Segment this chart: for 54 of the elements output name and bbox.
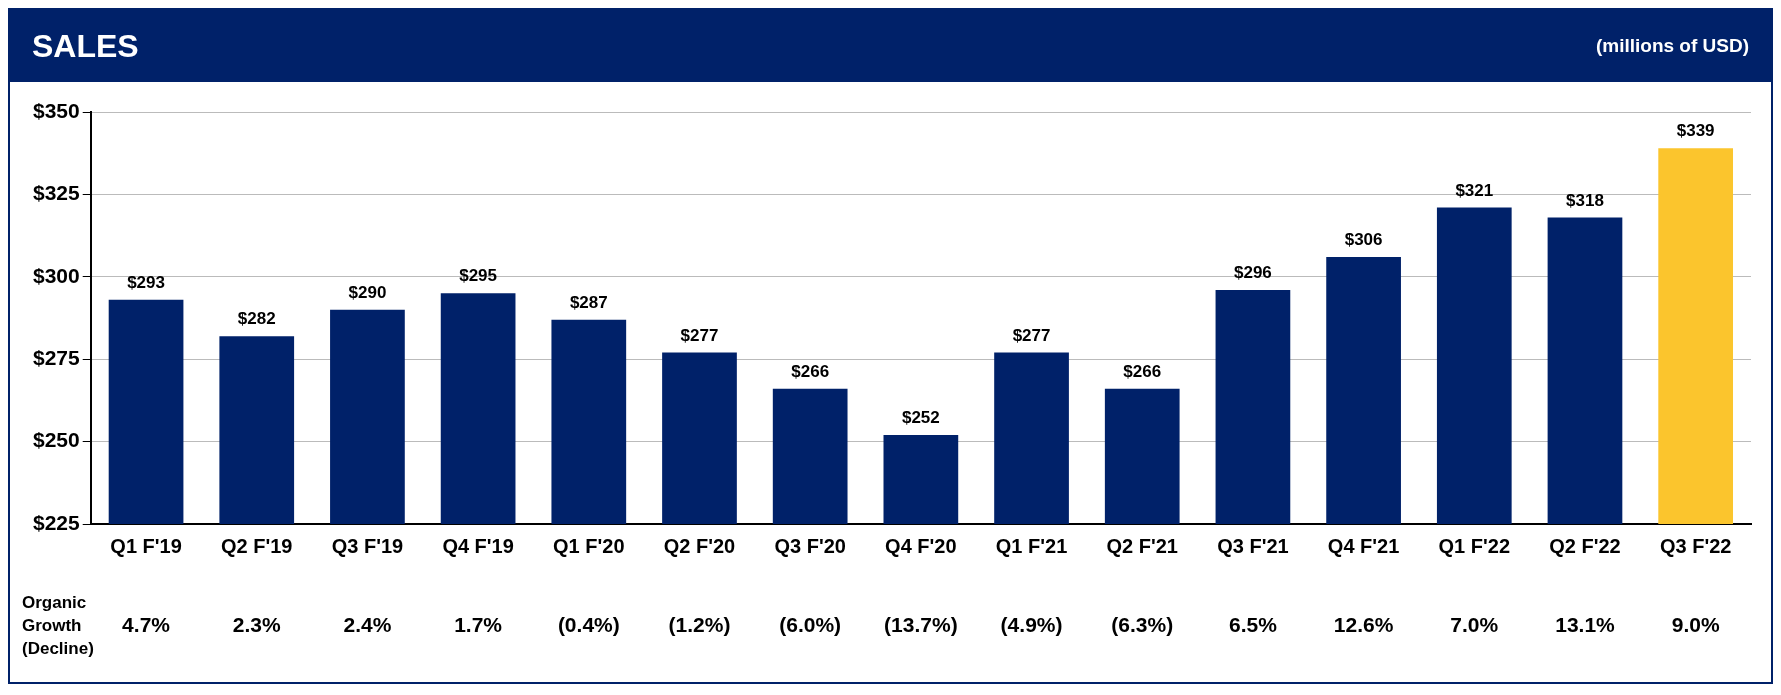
x-tick-label: Q1 F'19	[110, 534, 182, 557]
chart-title: SALES	[32, 27, 139, 65]
x-tick-label: Q4 F'19	[442, 534, 514, 557]
x-tick-label: Q3 F'19	[331, 534, 404, 557]
y-tick-label: $250	[33, 428, 80, 452]
x-tick-label: Q1 F'22	[1438, 534, 1511, 557]
text: 2.3%	[232, 612, 281, 636]
x-tick-label: Q1 F'20	[553, 534, 625, 557]
text: 13.1%	[1555, 612, 1616, 636]
data-label: $295	[459, 266, 498, 286]
y-tick-label: $300	[33, 263, 80, 287]
data-label: $306	[1344, 230, 1383, 250]
data-label: $266	[1123, 362, 1162, 382]
data-label: $293	[127, 273, 165, 293]
data-label: $282	[237, 309, 276, 329]
text: (1.2%)	[668, 612, 731, 636]
y-tick-label: $225	[33, 510, 81, 534]
text: 6.5%	[1228, 612, 1278, 636]
text: (0.4%)	[557, 612, 620, 636]
y-tick-label: $325	[33, 181, 81, 205]
text: (13.7%)	[884, 612, 958, 636]
y-tick-label: $350	[33, 98, 80, 122]
data-label: $296	[1234, 263, 1272, 283]
data-label: $277	[680, 325, 719, 345]
text: Organic Growth (Decline)	[22, 592, 94, 658]
x-tick-label: Q4 F'21	[1327, 534, 1400, 557]
data-label: $290	[348, 282, 387, 302]
y-tick-label: $275	[33, 346, 81, 369]
x-tick-label: Q3 F'20	[774, 534, 846, 557]
x-tick-label: Q3 F'22	[1659, 534, 1732, 557]
text: (4.9%)	[1000, 612, 1063, 636]
data-label: $318	[1566, 190, 1604, 210]
x-tick-label: Q2 F'20	[663, 534, 736, 557]
x-tick-label: Q2 F'22	[1549, 534, 1621, 557]
text: (6.3%)	[1111, 612, 1174, 636]
chart-subtitle: (millions of USD)	[1595, 35, 1749, 57]
x-tick-label: Q1 F'21	[995, 534, 1068, 557]
text: 4.7%	[122, 612, 171, 636]
text: 9.0%	[1671, 612, 1720, 636]
text: 12.6%	[1333, 612, 1394, 636]
data-label: $277	[1012, 325, 1051, 345]
x-tick-label: Q2 F'19	[221, 534, 293, 557]
x-tick-label: Q3 F'21	[1217, 534, 1289, 557]
text: 7.0%	[1450, 612, 1499, 636]
text: 2.4%	[343, 612, 392, 636]
x-tick-label: Q2 F'21	[1106, 534, 1178, 557]
data-label: $321	[1455, 180, 1494, 200]
data-label: $287	[569, 292, 608, 312]
data-label: $266	[791, 362, 830, 382]
data-label: $339	[1676, 121, 1715, 141]
data-label: $252	[901, 408, 940, 428]
text: (6.0%)	[779, 612, 842, 636]
x-tick-label: Q4 F'20	[885, 534, 957, 557]
text: 1.7%	[454, 612, 503, 636]
